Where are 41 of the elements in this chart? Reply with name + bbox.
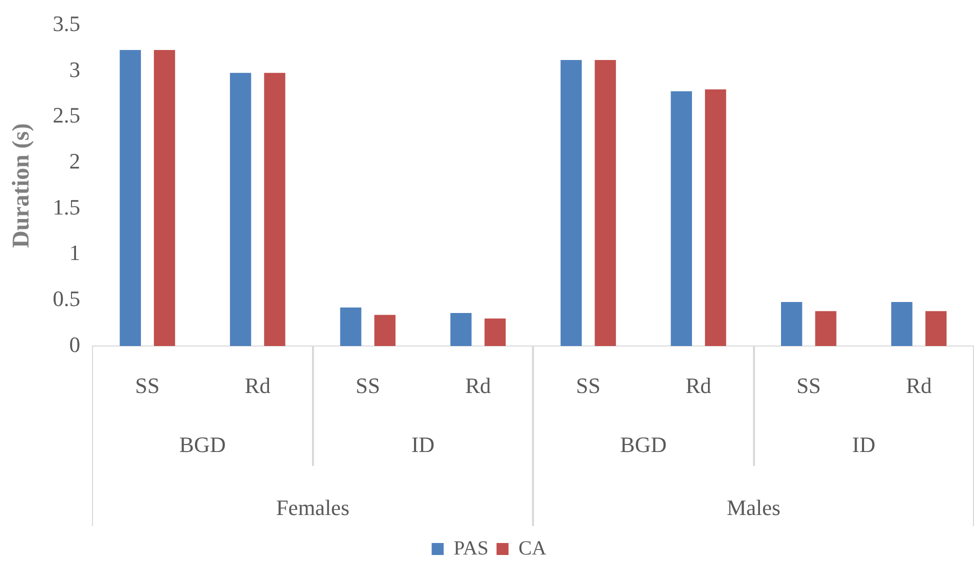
y-axis-title: Duration (s) [8, 123, 35, 248]
y-tick-label: 3.5 [52, 10, 80, 36]
x-tick-label: Rd [465, 372, 491, 398]
bar [450, 313, 472, 346]
bar [120, 50, 141, 346]
legend-label: PAS [454, 537, 489, 560]
bar [704, 89, 726, 346]
x-tick-label: SS [356, 372, 380, 398]
y-tick-label: 2 [69, 148, 80, 174]
bar [925, 311, 947, 346]
bar [230, 72, 252, 346]
legend-label: CA [518, 537, 547, 560]
text: Males [726, 494, 780, 520]
bar [374, 314, 396, 346]
bar [340, 308, 362, 346]
y-tick-label: 0.5 [52, 286, 80, 311]
bar [264, 72, 286, 346]
y-tick-label: 1.5 [52, 194, 80, 220]
y-tick-label: 3 [69, 56, 80, 82]
text: BGD [620, 432, 667, 457]
bar [891, 302, 912, 346]
y-tick-label: 2.5 [52, 102, 80, 128]
x-tick-label: SS [135, 372, 160, 398]
y-tick-label: 1 [69, 240, 80, 266]
bar [154, 50, 176, 346]
bar [815, 311, 836, 346]
x-tick-label: SS [576, 372, 600, 398]
text: ID [411, 432, 435, 457]
text: Females [276, 494, 350, 520]
x-tick-label: Rd [686, 372, 712, 398]
bar [594, 60, 616, 346]
bar [560, 60, 582, 346]
text: BGD [179, 432, 226, 457]
x-tick-label: SS [796, 372, 821, 398]
y-tick-label: 0 [69, 332, 80, 357]
bar [670, 91, 692, 346]
x-tick-label: Rd [906, 372, 932, 398]
x-tick-label: Rd [244, 372, 270, 398]
bar [781, 302, 802, 346]
text: ID [852, 432, 876, 457]
bar [484, 318, 506, 346]
